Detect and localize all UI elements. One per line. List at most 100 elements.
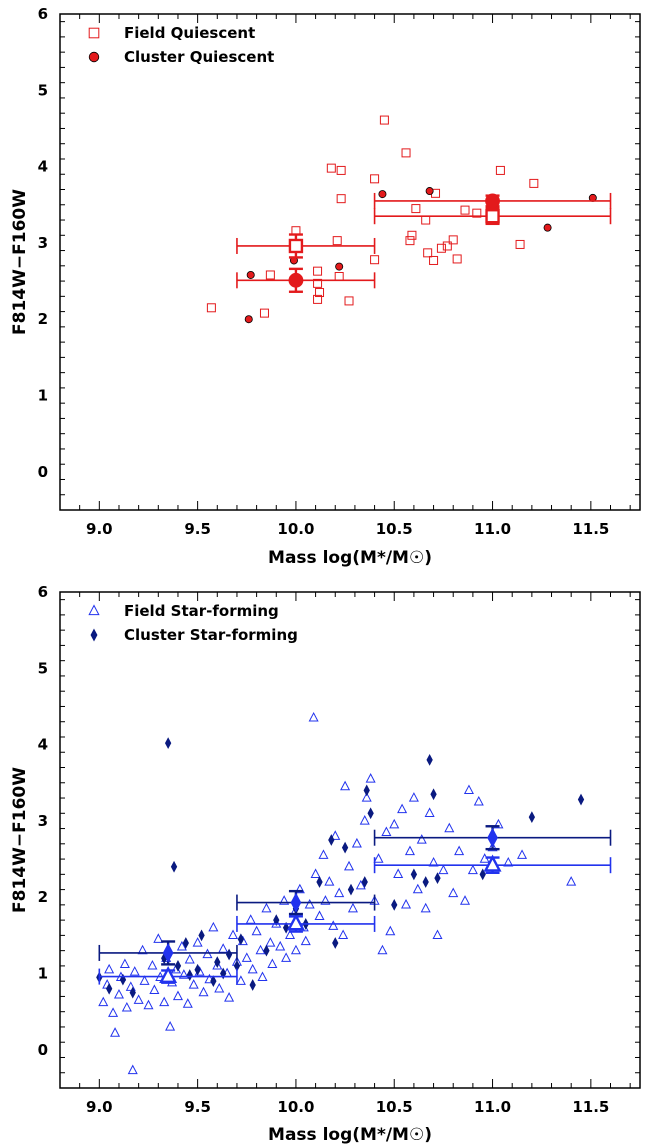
star-forming-panel: 9.0 9.5 10.0 10.5 11.0 11.5 0 1 2 3 4 5 6 Mass log(M*… bbox=[10, 583, 641, 1145]
data-point bbox=[110, 1027, 121, 1037]
series-field-star-forming bbox=[98, 712, 577, 1075]
x-tick-label: 11.5 bbox=[572, 1098, 609, 1116]
data-point bbox=[359, 815, 370, 825]
binned-marker bbox=[483, 854, 502, 872]
binned-mean bbox=[373, 854, 612, 875]
data-point bbox=[178, 969, 189, 979]
data-point bbox=[442, 241, 452, 251]
plot-frame bbox=[59, 591, 641, 1089]
data-point bbox=[379, 115, 389, 125]
data-point bbox=[459, 895, 471, 905]
data-point bbox=[428, 856, 439, 867]
data-point bbox=[313, 294, 323, 304]
binned-mean bbox=[236, 913, 376, 933]
x-tick-label: 9.5 bbox=[184, 1098, 211, 1116]
data-point bbox=[436, 243, 446, 253]
binned-mean bbox=[236, 233, 376, 259]
data-point bbox=[194, 963, 201, 976]
y-axis-label: F814W−F160W bbox=[10, 767, 30, 913]
data-point bbox=[328, 834, 335, 846]
data-point bbox=[149, 984, 160, 994]
binned-marker bbox=[286, 913, 305, 931]
binned-mean bbox=[236, 889, 376, 916]
data-point bbox=[367, 807, 374, 820]
data-point bbox=[347, 883, 355, 896]
data-point bbox=[397, 803, 408, 814]
data-point bbox=[245, 914, 256, 924]
data-point bbox=[188, 979, 199, 989]
data-point bbox=[251, 925, 262, 936]
data-point bbox=[313, 266, 323, 276]
y-tick-label: 0 bbox=[38, 1041, 48, 1059]
data-point bbox=[281, 952, 292, 962]
data-point bbox=[263, 944, 270, 957]
data-point bbox=[261, 902, 272, 913]
legend-marker bbox=[88, 27, 100, 39]
data-point bbox=[104, 963, 115, 974]
data-point bbox=[314, 910, 325, 920]
y-tick-label: 5 bbox=[38, 81, 48, 99]
data-point bbox=[198, 929, 205, 942]
data-point bbox=[246, 270, 255, 279]
data-point bbox=[129, 966, 140, 976]
x-tick-label: 9.5 bbox=[184, 520, 211, 538]
y-tick-label: 4 bbox=[38, 158, 48, 176]
data-point bbox=[363, 784, 370, 797]
data-point bbox=[328, 920, 339, 930]
data-point bbox=[503, 856, 514, 867]
data-point bbox=[265, 937, 276, 947]
data-point bbox=[127, 1064, 138, 1075]
data-point bbox=[336, 165, 346, 175]
x-tick-label: 10.0 bbox=[277, 1098, 314, 1116]
plot-frame bbox=[59, 13, 641, 511]
data-point bbox=[137, 944, 148, 955]
data-point bbox=[401, 898, 412, 909]
y-tick-label: 4 bbox=[38, 736, 48, 754]
data-point bbox=[113, 989, 125, 999]
y-axis-label: F814W−F160W bbox=[10, 189, 30, 335]
data-point bbox=[416, 834, 427, 844]
data-point bbox=[129, 986, 136, 999]
data-point bbox=[460, 205, 470, 215]
data-point bbox=[105, 982, 113, 995]
data-point bbox=[267, 958, 278, 969]
data-point bbox=[425, 187, 434, 196]
binned-marker bbox=[288, 272, 304, 288]
x-tick-label: 9.0 bbox=[86, 1098, 113, 1116]
data-point bbox=[304, 898, 315, 909]
binned-marker bbox=[162, 942, 174, 963]
data-point bbox=[174, 960, 182, 972]
data-point bbox=[378, 190, 387, 199]
data-point bbox=[165, 1021, 176, 1031]
data-point bbox=[473, 795, 484, 806]
data-point bbox=[420, 902, 431, 913]
data-point bbox=[463, 784, 474, 795]
data-point bbox=[343, 860, 355, 871]
y-tick-label: 3 bbox=[38, 234, 48, 252]
data-point bbox=[273, 914, 280, 927]
data-point bbox=[495, 165, 505, 175]
y-tick-label: 6 bbox=[38, 5, 48, 23]
binned-marker bbox=[159, 965, 178, 984]
data-point bbox=[318, 849, 329, 859]
binned-marker bbox=[288, 238, 304, 254]
data-point bbox=[176, 940, 187, 951]
data-point bbox=[448, 235, 458, 245]
data-point bbox=[467, 864, 478, 875]
data-point bbox=[422, 876, 429, 888]
legend-marker bbox=[88, 51, 100, 63]
data-point bbox=[244, 315, 253, 324]
data-point bbox=[310, 868, 321, 878]
y-tick-label: 2 bbox=[38, 310, 48, 328]
data-point bbox=[275, 940, 286, 951]
x-tick-label: 11.5 bbox=[572, 520, 609, 538]
data-point bbox=[332, 236, 342, 246]
x-tick-label: 10.5 bbox=[376, 1098, 413, 1116]
x-tick-label: 11.0 bbox=[474, 520, 511, 538]
data-point bbox=[159, 996, 170, 1007]
data-point bbox=[184, 953, 195, 964]
data-point bbox=[381, 826, 392, 837]
data-point bbox=[257, 971, 268, 982]
data-point bbox=[404, 845, 415, 856]
data-point bbox=[410, 868, 418, 881]
